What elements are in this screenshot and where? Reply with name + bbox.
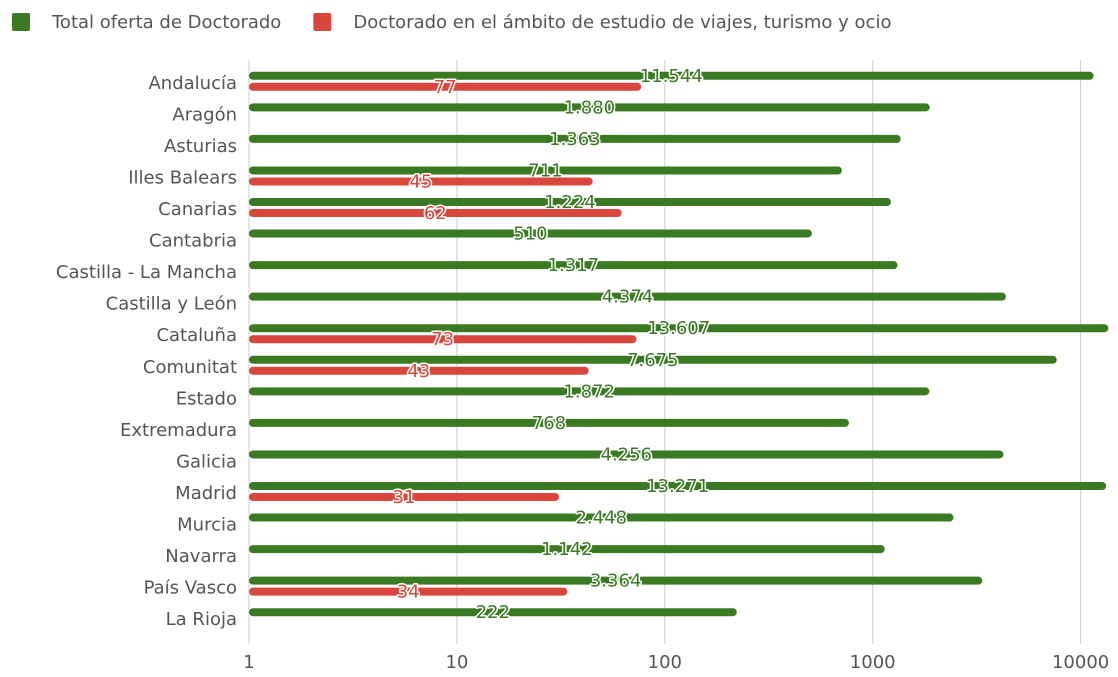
y-tick-label: Navarra: [165, 546, 237, 567]
data-label: 1.317: [548, 255, 600, 276]
y-tick-label: Andalucía: [148, 73, 237, 94]
y-tick-label: Castilla - La Mancha: [56, 262, 237, 283]
y-tick-label: Estado: [176, 388, 237, 409]
bar: [249, 355, 1057, 364]
bar: [249, 335, 637, 344]
data-label: 45: [409, 171, 432, 192]
bar: [249, 418, 849, 427]
bar: [249, 198, 891, 206]
bar: [249, 324, 1109, 333]
y-tick-label: Comunitat: [143, 357, 237, 378]
x-tick-label: 100: [648, 652, 682, 673]
bar: [249, 209, 622, 217]
y-tick-label: Asturias: [164, 136, 237, 157]
y-tick-label: País Vasco: [144, 578, 237, 599]
data-label: 4.256: [600, 444, 652, 465]
data-label: 222: [476, 602, 510, 623]
bar: [249, 134, 901, 143]
x-tick-label: 1000: [850, 652, 896, 673]
legend-label: Total oferta de Doctorado: [51, 12, 281, 33]
bar: [249, 177, 593, 186]
bar: [249, 366, 589, 375]
bar: [249, 229, 812, 238]
y-tick-label: Aragón: [172, 104, 237, 125]
x-tick-label: 1: [243, 652, 254, 673]
data-label: 77: [434, 77, 457, 98]
bar: [249, 71, 1094, 80]
x-tick-label: 10000: [1052, 652, 1109, 673]
bar: [249, 82, 642, 91]
bar: [249, 513, 954, 522]
data-label: 4.374: [602, 287, 654, 308]
data-label: 73: [431, 329, 454, 350]
bar: [249, 387, 930, 396]
data-label: 13.607: [647, 318, 710, 339]
data-label: 43: [407, 361, 430, 382]
y-tick-label: Extremadura: [120, 420, 237, 441]
bar: [249, 545, 885, 554]
data-label: 11.544: [640, 66, 703, 87]
data-label: 3.364: [590, 571, 642, 592]
data-label: 31: [393, 487, 416, 508]
y-tick-label: Canarias: [158, 199, 237, 220]
bar: [249, 493, 560, 501]
y-tick-label: Madrid: [175, 483, 237, 504]
y-tick-label: La Rioja: [166, 609, 237, 630]
bar: [249, 166, 842, 175]
bar: [249, 292, 1006, 301]
bar: [249, 482, 1107, 490]
data-label: 1.142: [541, 539, 593, 560]
y-tick-label: Castilla y León: [106, 294, 237, 315]
bar: [249, 103, 930, 112]
bar: [249, 587, 568, 596]
bar: [249, 261, 898, 270]
legend-swatch: [12, 13, 30, 31]
data-label: 1.880: [564, 97, 616, 118]
data-label: 510: [513, 224, 547, 245]
data-label: 1.363: [549, 129, 601, 150]
data-label: 1.872: [563, 381, 615, 402]
data-label: 7.675: [627, 350, 679, 371]
bar: [249, 608, 737, 617]
data-label: 34: [397, 582, 420, 603]
y-tick-label: Cataluña: [156, 325, 237, 346]
data-label: 62: [424, 203, 447, 224]
data-label: 13.271: [646, 476, 709, 497]
legend-swatch: [313, 13, 332, 31]
y-tick-label: Cantabria: [149, 231, 237, 252]
y-tick-label: Murcia: [177, 515, 237, 536]
data-label: 2.448: [576, 508, 628, 529]
bar: [249, 576, 983, 585]
y-tick-label: Galicia: [176, 451, 237, 472]
y-tick-label: Illes Balears: [128, 167, 237, 188]
legend-label: Doctorado en el ámbito de estudio de via…: [353, 12, 891, 33]
x-tick-label: 10: [445, 652, 468, 673]
data-label: 768: [532, 413, 566, 434]
bar: [249, 450, 1004, 459]
